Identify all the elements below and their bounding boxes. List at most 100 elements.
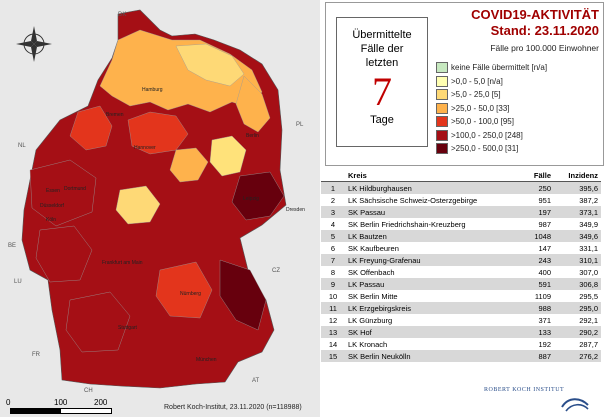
region-mecklenburg (175, 43, 245, 87)
city-label-hannover: Hannover (134, 145, 156, 151)
row-kreis: LK Günzburg (348, 315, 393, 325)
legend-swatch (436, 75, 448, 87)
title-line-2: Stand: 23.11.2020 (490, 23, 599, 38)
city-label-frankfurt: Frankfurt am Main (102, 260, 143, 266)
legend-item: >5,0 - 25,0 [5] (436, 88, 547, 102)
legend-item: >250,0 - 500,0 [31] (436, 142, 547, 156)
city-label-berlin: Berlin (246, 133, 259, 139)
table-row: 11 LK Erzgebirgskreis 988 295,0 (321, 302, 601, 314)
table-row: 2 LK Sächsische Schweiz-Osterzgebirge 951 3… (321, 194, 601, 206)
city-label-dortmund: Dortmund (64, 186, 86, 192)
scale-bar-graphic (10, 408, 112, 414)
legend-label: >25,0 - 50,0 [33] (451, 103, 510, 113)
table-row: 1 LK Hildburghausen 250 395,6 (321, 181, 601, 194)
row-faelle: 887 (523, 350, 554, 362)
row-kreis: LK Passau (345, 278, 524, 290)
row-inzidenz: 307,0 (579, 267, 598, 277)
legend-swatch (436, 116, 448, 128)
legend-label: >50,0 - 100,0 [95] (451, 117, 514, 127)
row-faelle: 147 (538, 243, 551, 253)
row-kreis: LK Bautzen (345, 230, 524, 242)
city-label-koeln: Köln (46, 217, 57, 223)
city-label-stuttgart: Stuttgart (118, 325, 137, 331)
row-kreis: LK Erzgebirgskreis (345, 302, 524, 314)
row-faelle: 1109 (534, 291, 551, 301)
country-label-be: BE (8, 243, 17, 249)
row-inzidenz: 276,2 (554, 350, 601, 362)
table-row: 8 SK Offenbach 400 307,0 (321, 266, 601, 278)
region-bavaria-east (219, 259, 267, 331)
table-row: 15 SK Berlin Neukölln 887 276,2 (321, 350, 601, 362)
legend-item: >25,0 - 50,0 [33] (436, 102, 547, 116)
days-box: Übermittelte Fälle der letzten 7 Tage (336, 17, 428, 147)
header-faelle: Fälle (523, 170, 554, 182)
row-kreis: LK Sächsische Schweiz-Osterzgebirge (348, 195, 478, 205)
city-label-hamburg: Hamburg (142, 87, 163, 93)
legend-label: >5,0 - 25,0 [5] (451, 90, 501, 100)
table-row: 13 SK Hof 133 290,2 (321, 326, 601, 338)
row-rank: 8 (330, 267, 336, 277)
city-label-nuernberg: Nürnberg (180, 291, 201, 297)
title-line-1: COVID19-AKTIVITÄT (471, 7, 599, 22)
days-caption: Übermittelte Fälle der letzten (337, 28, 427, 70)
row-inzidenz: 331,1 (579, 243, 598, 253)
city-label-bremen: Bremen (106, 112, 124, 118)
top15-table: Kreis Fälle Inzidenz 1 LK Hildburghausen 2… (321, 170, 601, 362)
row-faelle: 951 (538, 195, 551, 205)
row-rank: 9 (321, 278, 345, 290)
row-rank: 12 (328, 315, 338, 325)
legend-label: >100,0 - 250,0 [248] (451, 130, 523, 140)
germany-map-svg (21, 9, 287, 389)
map-credit: Robert Koch-Institut, 23.11.2020 (n=1189… (164, 404, 302, 411)
legend-item: keine Fälle übermittelt [n/a] (436, 61, 547, 75)
row-rank: 2 (330, 195, 336, 205)
row-faelle: 243 (523, 254, 554, 266)
scale-zero: 0 (6, 398, 11, 407)
row-kreis: SK Hof (345, 326, 524, 338)
region-nrw (29, 159, 97, 227)
table-row: 14 LK Kronach 192 287,7 (321, 338, 601, 350)
row-kreis: LK Kronach (348, 339, 388, 349)
row-faelle: 250 (523, 181, 554, 194)
table-row: 9 LK Passau 591 306,8 (321, 278, 601, 290)
header-inzidenz: Inzidenz (554, 170, 601, 182)
country-label-pl: PL (296, 122, 304, 128)
row-inzidenz: 387,2 (579, 195, 598, 205)
row-inzidenz: 395,6 (554, 181, 601, 194)
days-caption-line-3: letzten (365, 57, 399, 69)
table-row: 10 SK Berlin Mitte 1109 295,5 (321, 290, 601, 302)
region-harz (169, 147, 209, 183)
row-faelle: 987 (538, 219, 551, 229)
city-label-essen: Essen (46, 188, 60, 194)
row-kreis: LK Freyung-Grafenau (345, 254, 524, 266)
row-inzidenz: 295,0 (554, 302, 601, 314)
row-rank: 6 (330, 243, 336, 253)
table-row: 4 SK Berlin Friedrichshain-Kreuzberg 987 34… (321, 218, 601, 230)
table-header-row: Kreis Fälle Inzidenz (321, 170, 601, 182)
row-inzidenz: 306,8 (554, 278, 601, 290)
panel-subtitle: Fälle pro 100.000 Einwohner (490, 43, 599, 53)
row-rank: 15 (321, 350, 345, 362)
legend-item: >50,0 - 100,0 [95] (436, 115, 547, 129)
country-label-at: AT (252, 378, 260, 384)
legend-label: >0,0 - 5,0 [n/a] (451, 76, 503, 86)
region-hannover (127, 111, 189, 155)
row-kreis: SK Offenbach (348, 267, 395, 277)
region-saxony (231, 171, 285, 221)
table-row: 6 SK Kaufbeuren 147 331,1 (321, 242, 601, 254)
scale-mid: 100 (54, 398, 68, 407)
row-kreis: SK Berlin Mitte (348, 291, 398, 301)
info-panel: Übermittelte Fälle der letzten 7 Tage CO… (325, 2, 604, 166)
rki-logo: ROBERT KOCH INSTITUT (484, 385, 600, 415)
row-faelle: 1048 (523, 230, 554, 242)
scale-bar: 0 100 200 km (6, 398, 116, 416)
region-brandenburg-north (235, 75, 271, 133)
row-faelle: 197 (523, 206, 554, 218)
city-label-duesseldorf: Düsseldorf (40, 203, 64, 209)
row-rank: 13 (321, 326, 345, 338)
row-faelle: 371 (538, 315, 551, 325)
country-label-dk: DK (118, 12, 127, 18)
city-label-leipzig: Leipzig (243, 196, 259, 202)
compass-rose (16, 26, 52, 62)
row-inzidenz: 287,7 (579, 339, 598, 349)
